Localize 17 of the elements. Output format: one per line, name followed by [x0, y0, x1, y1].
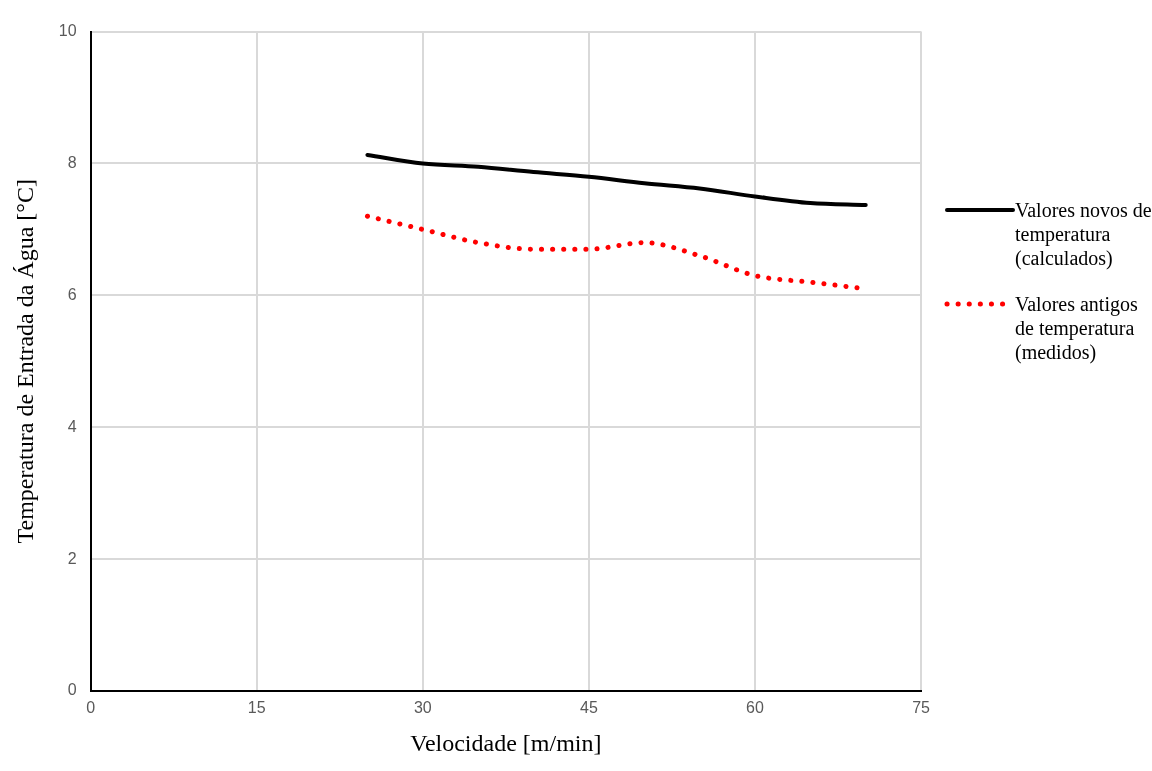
legend-label: Valores novos de temperatura (calculados)	[1015, 198, 1152, 270]
legend-label: Valores antigos de temperatura (medidos)	[1015, 292, 1139, 364]
x-tick-label: 0	[86, 699, 96, 717]
x-tick-label: 30	[413, 699, 432, 717]
line-series	[365, 152, 868, 208]
y-tick-label: 2	[67, 549, 77, 567]
y-tick-label: 4	[67, 417, 77, 435]
x-tick-label: 15	[247, 699, 266, 717]
x-axis-title: Velocidade [m/min]	[410, 729, 602, 756]
x-tick-label: 75	[912, 699, 931, 717]
y-axis-title: Temperatura de Entrada da Água [°C]	[11, 179, 38, 544]
x-tick-label: 60	[746, 699, 764, 717]
x-tick-label: 45	[580, 699, 598, 717]
y-tick-label: 10	[58, 22, 77, 40]
y-tick-label: 6	[67, 285, 77, 303]
y-tick-label: 0	[67, 681, 77, 699]
y-tick-label: 8	[67, 153, 77, 171]
